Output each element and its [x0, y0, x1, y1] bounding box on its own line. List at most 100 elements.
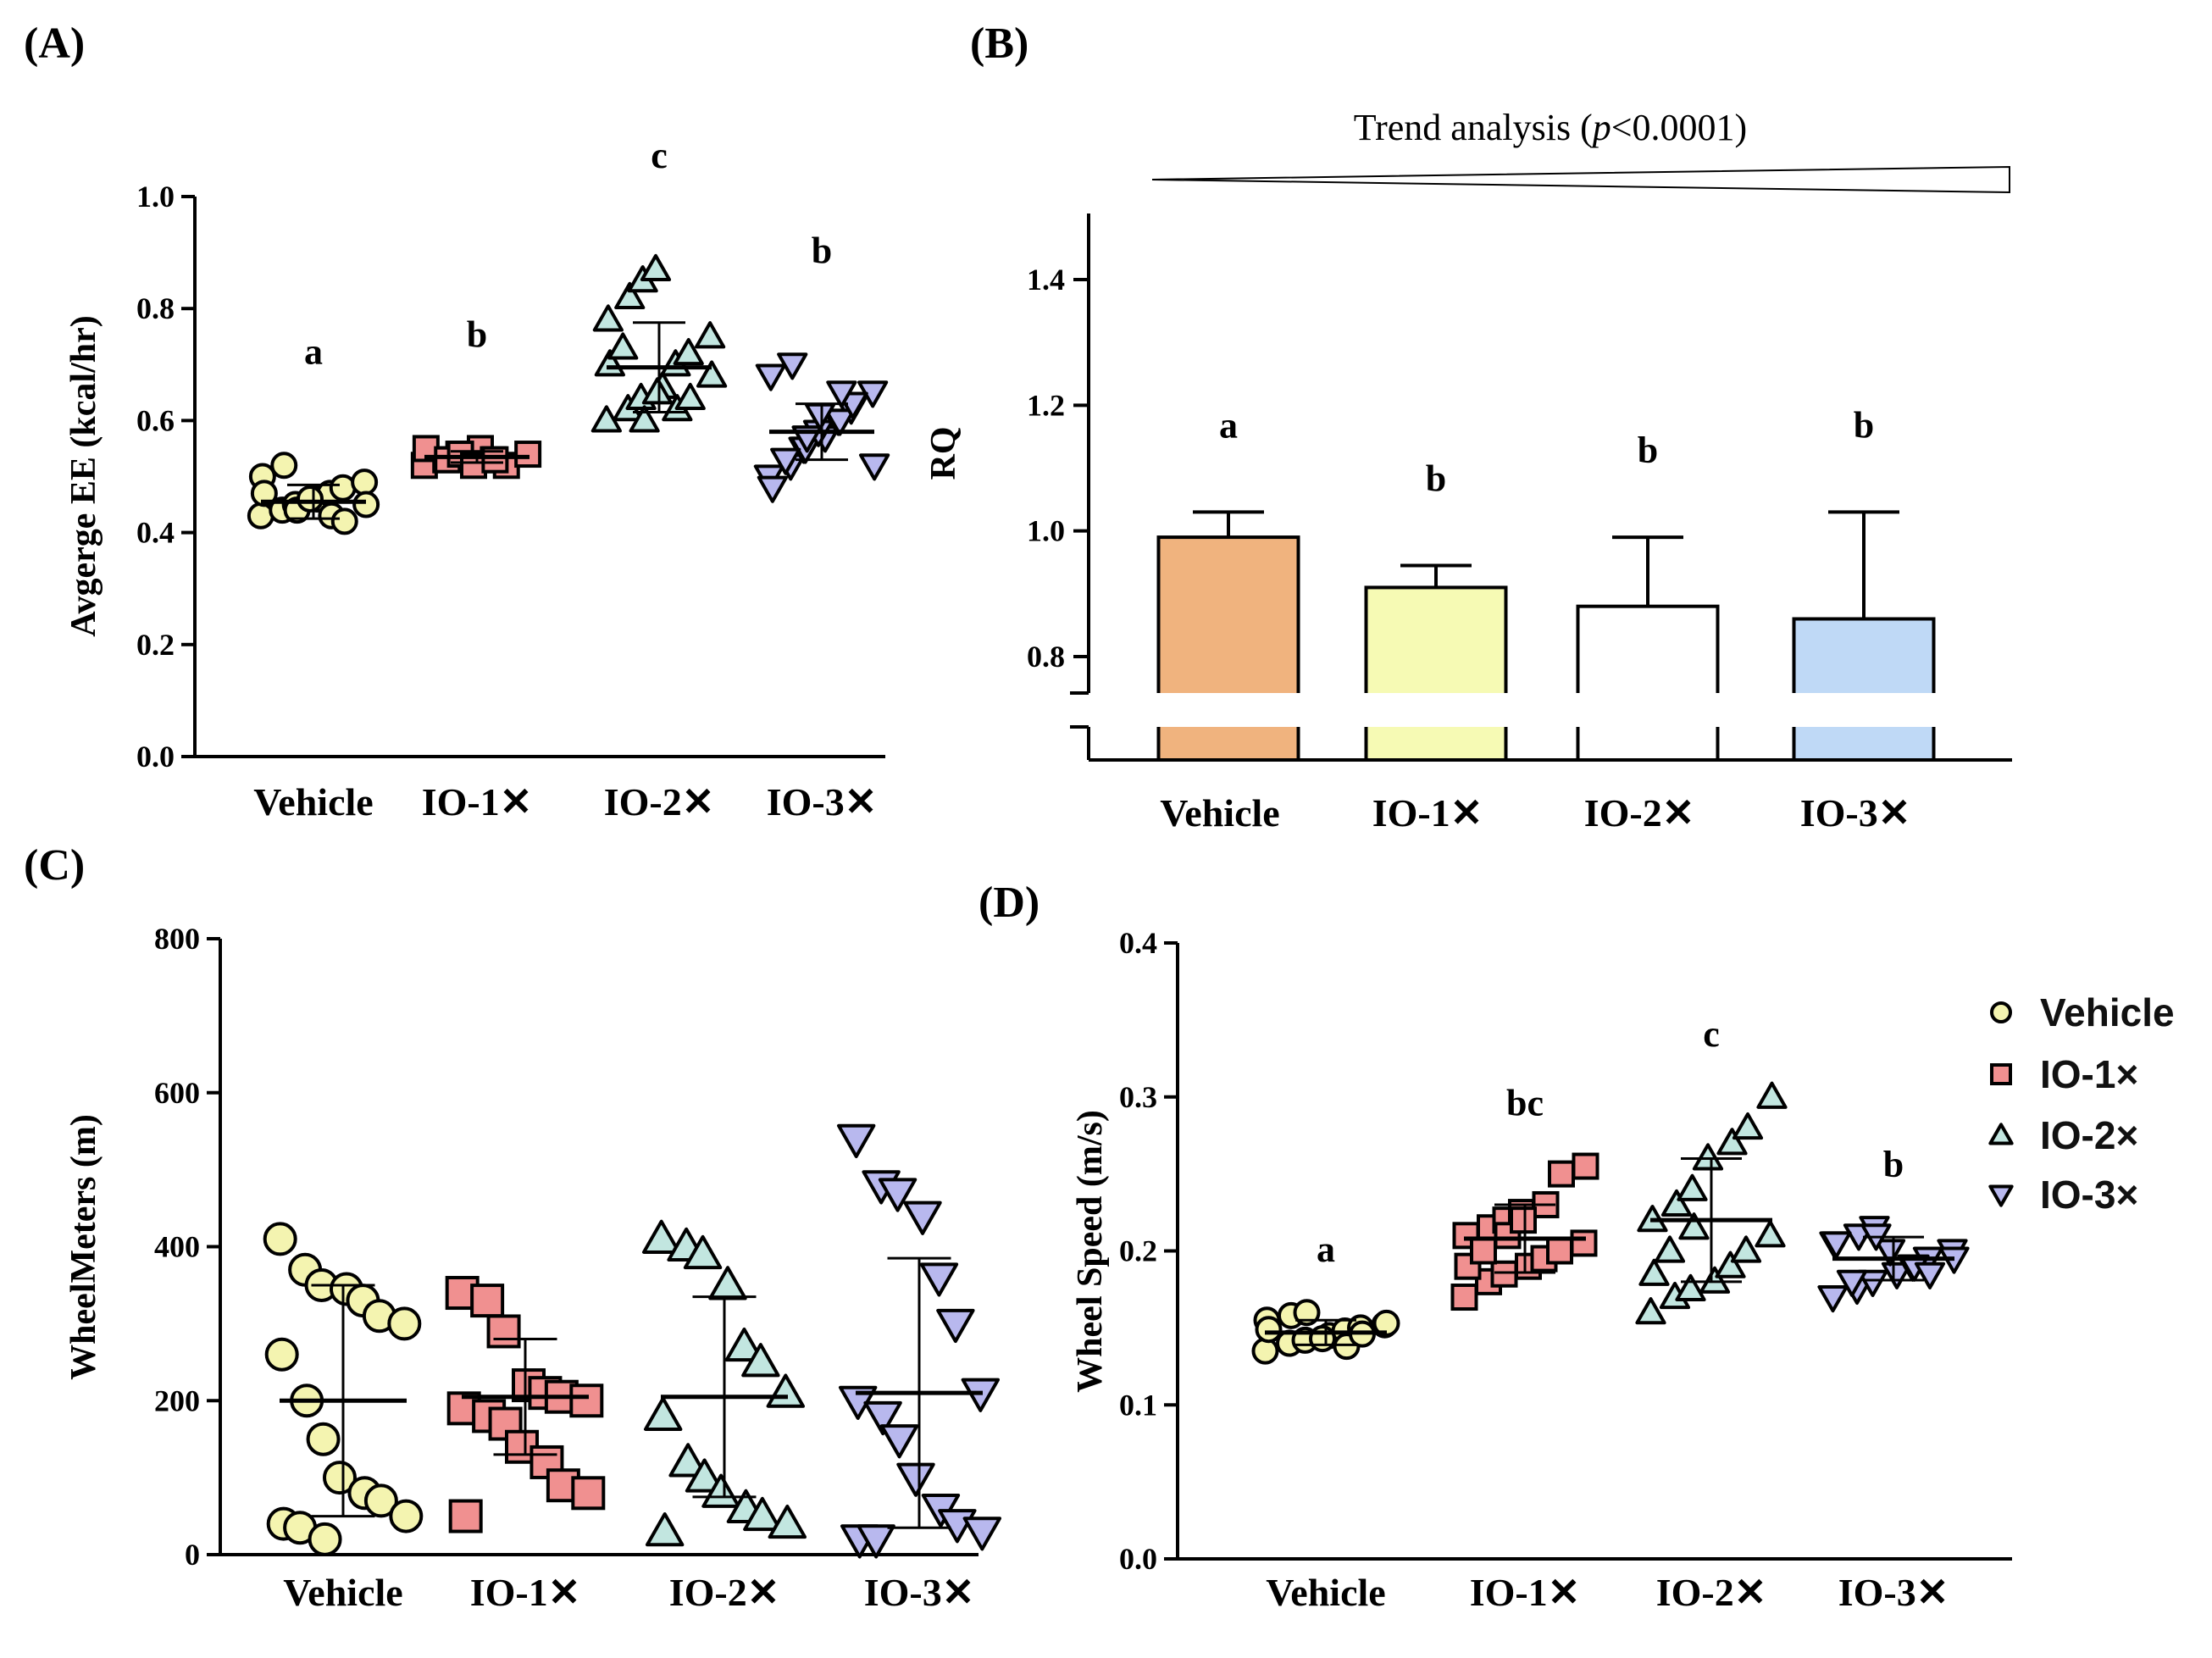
- data-point: [571, 1476, 606, 1511]
- category-label: Vehicle: [1160, 791, 1279, 835]
- data-point: [1821, 1231, 1852, 1259]
- data-point: [1572, 1152, 1599, 1180]
- significance-letter: a: [304, 330, 323, 372]
- square-icon: [1990, 1063, 2012, 1085]
- y-tick-label: 0.4: [136, 516, 175, 550]
- significance-letter: b: [812, 230, 832, 271]
- data-point: [641, 377, 674, 405]
- data-point: [961, 1378, 1001, 1412]
- panel-d: (D) 0.0 0.1 0.2 0.3 0.4 Wheel Speed (m/s) Vehic…: [978, 879, 2012, 1614]
- data-point: [826, 380, 857, 408]
- data-point: [1293, 1299, 1321, 1327]
- data-point: [1450, 1284, 1478, 1311]
- data-point: [614, 281, 646, 310]
- y-tick-label: 0.0: [1119, 1542, 1157, 1576]
- legend-label: IO-3×: [2040, 1173, 2138, 1217]
- data-point: [768, 1504, 807, 1539]
- data-point: [1678, 1212, 1710, 1240]
- trend-text: Trend analysis (: [1354, 107, 1593, 148]
- triangle-up-icon: [1988, 1123, 2014, 1145]
- data-point: [1255, 1316, 1283, 1344]
- data-point: [1756, 1081, 1788, 1109]
- data-point: [1732, 1112, 1764, 1140]
- y-tick-label: 0.2: [136, 628, 175, 662]
- data-point: [936, 1308, 975, 1344]
- y-axis-label: RQ: [924, 427, 963, 480]
- data-point: [389, 1499, 424, 1533]
- data-point: [297, 485, 324, 513]
- significance-letter: c: [1703, 1013, 1720, 1055]
- data-point: [1570, 1229, 1598, 1257]
- data-point: [896, 1462, 935, 1497]
- circle-icon: [1990, 1001, 2012, 1023]
- bar: [1364, 585, 1508, 762]
- legend-label: IO-1×: [2040, 1052, 2138, 1096]
- data-point: [363, 1483, 398, 1518]
- data-point: [1309, 1325, 1336, 1353]
- data-point: [1660, 1189, 1693, 1217]
- y-axis-label: Avgerge EE (kcal/hr): [64, 315, 103, 636]
- data-point: [685, 1458, 724, 1493]
- data-point: [1715, 1250, 1746, 1278]
- y-tick-label: 0.4: [1119, 926, 1157, 960]
- data-point: [1510, 1206, 1537, 1234]
- significance-letter: b: [1883, 1144, 1904, 1185]
- category-label: IO-1✕: [422, 780, 533, 823]
- bar: [1792, 617, 1936, 762]
- panel-label: (B): [970, 19, 1028, 68]
- category-label: IO-2✕: [669, 1571, 780, 1614]
- data-point: [250, 480, 278, 507]
- panel-b: (B) Trend analysis (p<0.0001) a Vehicle b IO-…: [924, 19, 2025, 835]
- category-label: IO-2✕: [1656, 1571, 1767, 1614]
- data-point: [683, 1234, 723, 1270]
- data-point: [857, 1524, 895, 1559]
- panel-a: (A) 0.0 0.2 0.4 0.6 0.8 1.0 Avgerge EE (kcal/hr…: [24, 19, 890, 823]
- data-point: [1716, 1128, 1748, 1156]
- data-point: [1546, 1237, 1573, 1265]
- data-point: [1874, 1239, 1906, 1267]
- data-point: [1914, 1262, 1946, 1289]
- y-tick-label: 800: [154, 922, 200, 956]
- data-point: [777, 352, 808, 380]
- data-point: [1372, 1309, 1400, 1337]
- y-tick-label: 0.8: [1027, 640, 1065, 674]
- data-point: [270, 452, 298, 480]
- data-point: [1490, 1260, 1518, 1288]
- panel-label: (C): [24, 841, 85, 890]
- data-point: [643, 1396, 683, 1431]
- data-point: [592, 304, 624, 332]
- data-point: [863, 1400, 902, 1436]
- significance-letter: b: [1638, 430, 1658, 471]
- data-point: [351, 469, 379, 496]
- data-point: [448, 1499, 483, 1533]
- data-point: [569, 1384, 604, 1418]
- y-tick-label: 1.0: [136, 180, 175, 213]
- data-point: [1638, 1258, 1670, 1286]
- data-point: [1836, 1269, 1868, 1297]
- category-label: IO-3✕: [767, 780, 878, 823]
- y-tick-label: 1.4: [1027, 263, 1065, 297]
- data-point: [470, 1284, 505, 1318]
- category-label: Vehicle: [1266, 1571, 1385, 1614]
- data-point: [514, 441, 542, 469]
- category-label: Vehicle: [253, 780, 373, 823]
- legend-label: Vehicle: [2040, 990, 2175, 1034]
- category-label: IO-2✕: [604, 780, 715, 823]
- category-label: IO-3✕: [864, 1571, 975, 1614]
- data-point: [1675, 1273, 1706, 1302]
- data-point: [1692, 1143, 1724, 1171]
- data-point: [770, 447, 801, 475]
- y-tick-label: 1.0: [1027, 514, 1065, 548]
- data-point: [755, 363, 786, 391]
- significance-letter: c: [651, 135, 668, 176]
- data-point: [641, 1219, 681, 1254]
- trend-wedge: [1151, 165, 2010, 194]
- legend: Vehicle IO-1× IO-2× IO-3×: [1988, 990, 2175, 1217]
- trend-rest: <0.0001): [1611, 107, 1747, 148]
- data-point: [323, 1461, 357, 1495]
- panel-c: (C) 0 200 400 600 800 WheelMeters (m) Vehicle IO…: [24, 841, 1002, 1614]
- significance-letter: a: [1317, 1228, 1335, 1270]
- axis-break: [1059, 693, 2025, 727]
- significance-letter: bc: [1506, 1083, 1544, 1124]
